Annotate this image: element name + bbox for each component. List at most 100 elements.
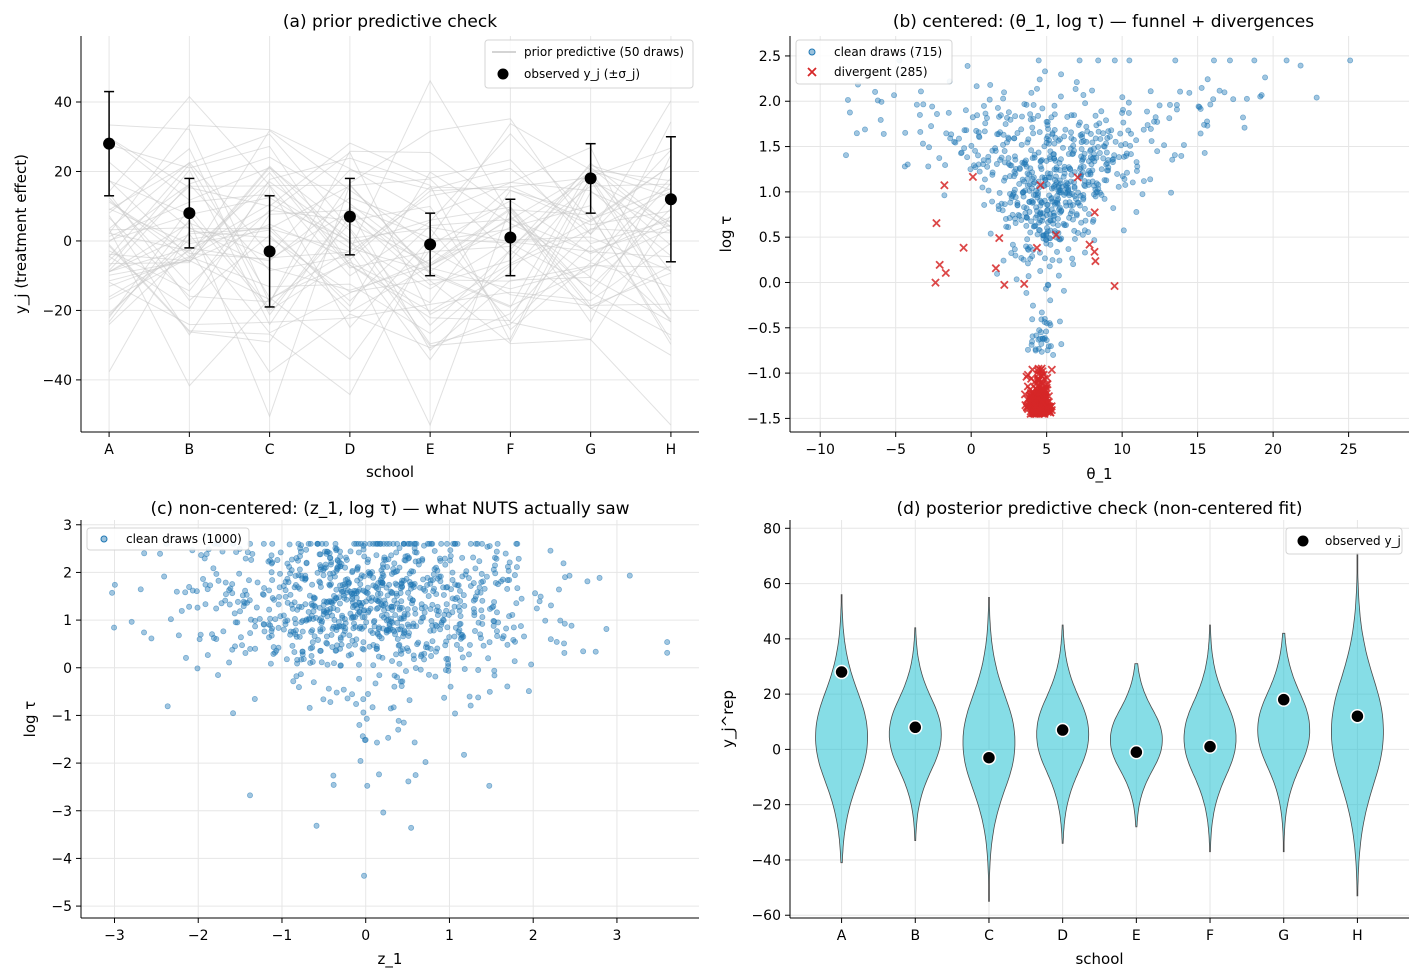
clean-draw-point — [985, 153, 992, 160]
clean-draw-point — [1118, 142, 1124, 149]
clean-draw-point — [997, 112, 1004, 119]
clean-draw-point — [413, 549, 420, 556]
clean-draw-point — [1055, 137, 1062, 144]
clean-draw-point — [963, 127, 970, 134]
clean-draw-point — [486, 688, 493, 695]
prior-draw-line — [108, 228, 671, 374]
clean-draw-point — [202, 601, 209, 608]
clean-draw-point — [383, 629, 390, 636]
clean-draw-point — [1064, 180, 1071, 187]
y-tick-label: 2.5 — [759, 49, 781, 65]
clean-draw-point — [1001, 89, 1008, 96]
clean-draw-point — [380, 564, 387, 571]
clean-draw-point — [328, 599, 335, 606]
clean-draw-point — [1112, 138, 1119, 145]
divergent-point — [932, 218, 941, 228]
clean-draw-point — [1038, 166, 1045, 172]
prior-draw-line — [108, 137, 672, 245]
clean-draw-point — [449, 569, 456, 576]
clean-draw-point — [361, 553, 368, 560]
y-tick-label: −1 — [51, 708, 72, 724]
clean-draw-point — [1089, 139, 1096, 146]
clean-draw-point — [287, 570, 294, 577]
clean-draw-point — [284, 560, 291, 567]
clean-draw-point — [913, 101, 920, 108]
clean-draw-point — [474, 540, 481, 547]
clean-draw-point — [459, 654, 466, 661]
clean-draw-point — [1025, 246, 1032, 253]
clean-draw-point — [351, 590, 358, 597]
clean-draw-point — [1109, 159, 1116, 166]
clean-draw-point — [515, 555, 522, 562]
clean-draw-point — [329, 612, 336, 619]
clean-draw-point — [398, 598, 405, 605]
clean-draw-point — [846, 109, 853, 116]
x-tick-label: G — [585, 442, 596, 458]
clean-draw-point — [380, 809, 387, 816]
clean-draw-point — [547, 636, 554, 643]
clean-draw-point — [426, 540, 433, 547]
clean-draw-point — [1060, 144, 1066, 151]
clean-draw-point — [1077, 164, 1084, 171]
x-tick-label: H — [666, 442, 677, 458]
clean-draw-point — [976, 168, 983, 175]
clean-draw-point — [443, 601, 450, 608]
clean-draw-point — [1096, 150, 1103, 156]
clean-draw-point — [1081, 205, 1088, 212]
prior-draw-line — [108, 124, 672, 312]
clean-draw-point — [309, 658, 316, 665]
clean-draw-point — [1105, 156, 1112, 163]
clean-draw-point — [872, 88, 879, 95]
y-tick-label: −5 — [51, 899, 72, 915]
clean-draw-point — [261, 628, 268, 635]
clean-draw-point — [445, 655, 451, 662]
clean-draw-point — [393, 549, 400, 556]
clean-draw-point — [1126, 57, 1133, 64]
observed-point — [1350, 708, 1365, 724]
clean-draw-point — [1103, 149, 1110, 156]
clean-draw-point — [1058, 341, 1065, 348]
clean-draw-point — [1082, 100, 1089, 107]
clean-draw-point — [254, 579, 261, 586]
legend-swatch-clean — [100, 535, 108, 543]
clean-draw-point — [260, 621, 267, 627]
clean-draw-point — [1101, 195, 1108, 202]
clean-draw-point — [397, 604, 403, 611]
clean-draw-point — [475, 694, 482, 701]
clean-draw-point — [1028, 218, 1035, 225]
clean-draw-point — [361, 872, 368, 879]
clean-draw-point — [237, 608, 243, 615]
clean-draw-point — [1058, 71, 1065, 78]
divergent-point — [941, 268, 951, 278]
clean-draw-point — [268, 560, 275, 567]
x-tick-label: F — [1206, 928, 1214, 944]
prior-draw-line — [108, 163, 672, 361]
clean-draw-point — [352, 641, 359, 648]
prior-draw-line — [108, 100, 672, 255]
prior-draw-line — [108, 193, 671, 313]
clean-draw-point — [1061, 170, 1068, 177]
clean-draw-point — [928, 123, 935, 130]
y-tick-label: 0.0 — [759, 275, 781, 291]
y-tick-label: 1 — [63, 613, 72, 629]
clean-draw-point — [414, 641, 421, 648]
clean-draw-point — [194, 665, 201, 672]
clean-draw-point — [198, 552, 205, 559]
clean-draw-point — [504, 641, 511, 648]
clean-draw-point — [220, 628, 227, 635]
clean-draw-point — [324, 607, 331, 614]
clean-draw-point — [470, 554, 477, 561]
clean-draw-point — [1167, 101, 1173, 108]
clean-draw-point — [996, 189, 1003, 196]
clean-draw-point — [1027, 111, 1034, 118]
clean-draw-point — [880, 130, 887, 137]
clean-draw-point — [293, 673, 300, 680]
y-tick-label: 40 — [763, 632, 781, 648]
clean-draw-point — [326, 550, 333, 557]
clean-draw-point — [424, 644, 431, 651]
clean-draw-point — [423, 641, 430, 647]
clean-draw-point — [981, 176, 988, 183]
clean-draw-point — [243, 591, 250, 598]
clean-draw-point — [1110, 205, 1117, 212]
x-tick-label: E — [1132, 928, 1141, 944]
